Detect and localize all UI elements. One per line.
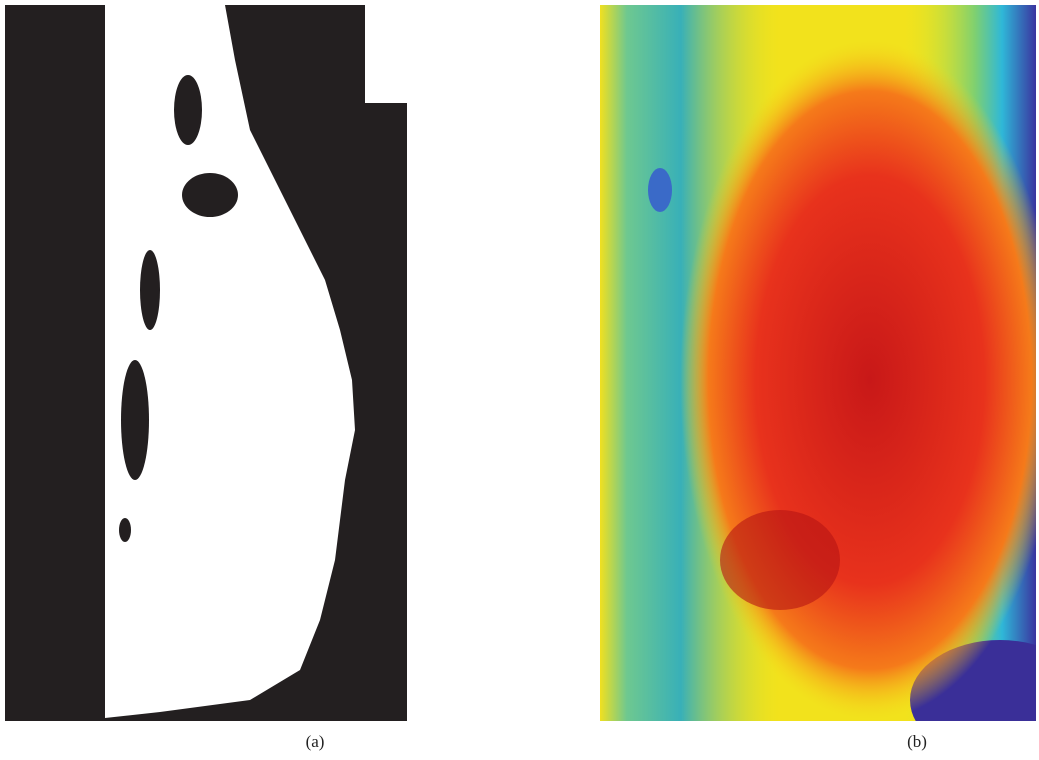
heatmap-low [648,168,672,212]
figure: (a) (b) [0,0,1039,760]
panel-a [5,5,420,721]
panel-b [600,5,1039,760]
page: (a) (b) (() => { const data = JSON.parse… [0,0,1039,760]
mask-marker [365,5,420,103]
panel-label: (a) [306,732,325,751]
heatmap-peak [720,510,840,610]
panel-label: (b) [907,732,927,751]
